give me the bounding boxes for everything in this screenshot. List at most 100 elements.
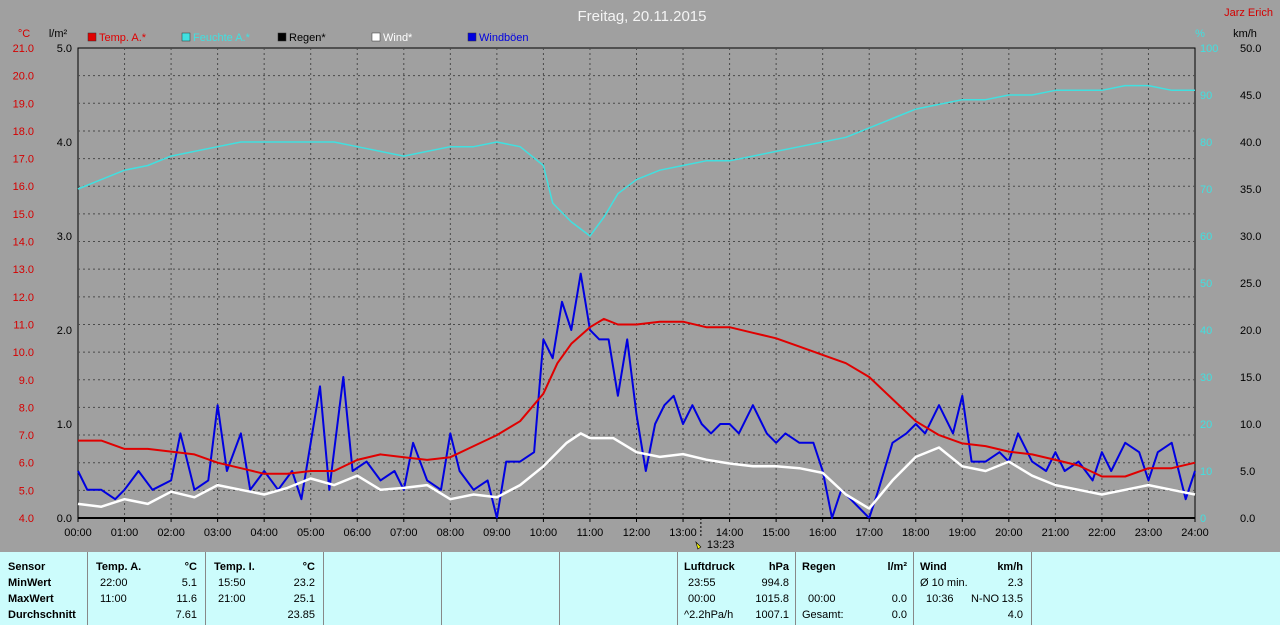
- x-tick-label: 23:00: [1135, 527, 1163, 539]
- x-tick-label: 16:00: [809, 527, 837, 539]
- plot-area: [77, 47, 1196, 519]
- legend-swatch: [371, 32, 381, 42]
- wind-unit: km/h: [997, 561, 1023, 573]
- humidity-tick-label: 10: [1200, 466, 1212, 478]
- legend: Temp. A.* Feuchte A.* Regen* Wind* Windböen: [87, 32, 529, 44]
- empty-column-2: [442, 552, 560, 625]
- legend-swatch: [277, 32, 287, 42]
- luftdruck-min-value: 994.8: [761, 577, 789, 589]
- humidity-tick-label: 80: [1200, 137, 1212, 149]
- wind-avg10-value: 2.3: [1007, 577, 1023, 589]
- luftdruck-unit: hPa: [768, 561, 789, 573]
- luftdruck-min-time: 23:55: [688, 577, 716, 589]
- wind-avg-value: 4.0: [1007, 609, 1023, 621]
- temp-tick-label: 17.0: [13, 154, 34, 166]
- humidity-tick-label: 60: [1200, 231, 1212, 243]
- legend-label: Wind*: [383, 32, 413, 44]
- x-tick-label: 24:00: [1181, 527, 1209, 539]
- temp-tick-label: 10.0: [13, 347, 34, 359]
- wind-tick-label: 15.0: [1240, 372, 1261, 384]
- x-tick-label: 14:00: [716, 527, 744, 539]
- x-tick-label: 20:00: [995, 527, 1023, 539]
- series-temp-a: [78, 317, 1196, 478]
- regen-column: Regen l/m² 00:00 0.0 Gesamt: 0.0: [796, 552, 914, 625]
- wind-tick-label: 10.0: [1240, 419, 1261, 431]
- regen-header: Regen: [802, 561, 836, 573]
- humidity-tick-label: 100: [1200, 43, 1218, 55]
- temp-a-min-value: 5.1: [181, 577, 197, 589]
- x-tick-label: 12:00: [623, 527, 651, 539]
- weather-chart: Freitag, 20.11.2015 Jarz Erich °C l/m² %…: [13, 7, 1273, 551]
- author-label: Jarz Erich: [1224, 7, 1273, 19]
- temp-tick-label: 15.0: [13, 209, 34, 221]
- luftdruck-header: Luftdruck: [684, 561, 735, 573]
- humidity-tick-label: 90: [1200, 90, 1212, 102]
- lightning-icon: [695, 540, 702, 550]
- temp-i-header: Temp. I.: [214, 561, 255, 573]
- humidity-tick-label: 30: [1200, 372, 1212, 384]
- temp-i-min-value: 23.2: [293, 577, 315, 589]
- kmh-unit-label: km/h: [1233, 28, 1257, 40]
- wind-max-value: 13.5: [1001, 593, 1023, 605]
- x-tick-label: 09:00: [483, 527, 511, 539]
- x-tick-label: 19:00: [949, 527, 977, 539]
- temp-tick-label: 19.0: [13, 98, 34, 110]
- temp-tick-label: 8.0: [19, 402, 34, 414]
- legend-label: Windböen: [479, 32, 529, 44]
- regen-max-value: 0.0: [891, 593, 907, 605]
- wind-tick-label: 50.0: [1240, 43, 1261, 55]
- rain-unit-label: l/m²: [49, 28, 68, 40]
- temp-a-unit: °C: [184, 561, 197, 573]
- temp-i-max-value: 25.1: [293, 593, 315, 605]
- legend-swatch: [467, 32, 477, 42]
- row-label-min: MinWert: [8, 577, 52, 589]
- x-tick-label: 02:00: [157, 527, 185, 539]
- x-tick-label: 17:00: [855, 527, 883, 539]
- x-tick-label: 01:00: [111, 527, 139, 539]
- wind-tick-label: 30.0: [1240, 231, 1261, 243]
- humidity-unit-label: %: [1195, 28, 1205, 40]
- empty-column-3: [560, 552, 678, 625]
- temp-tick-label: 6.0: [19, 458, 34, 470]
- temp-tick-label: 20.0: [13, 71, 34, 83]
- x-tick-label: 03:00: [204, 527, 232, 539]
- temp-i-unit: °C: [302, 561, 315, 573]
- humidity-tick-label: 0: [1200, 513, 1206, 525]
- regen-total-value: 0.0: [891, 609, 907, 621]
- series-windb-en: [77, 272, 1196, 519]
- x-tick-label: 00:00: [64, 527, 92, 539]
- x-tick-label: 22:00: [1088, 527, 1116, 539]
- rain-tick-label: 4.0: [57, 137, 72, 149]
- legend-swatch: [87, 32, 97, 42]
- x-tick-label: 11:00: [577, 527, 604, 539]
- temp-tick-label: 14.0: [13, 237, 34, 249]
- regen-max-time: 00:00: [808, 593, 836, 605]
- x-tick-label: 15:00: [762, 527, 790, 539]
- celsius-unit-label: °C: [18, 28, 30, 40]
- x-tick-label: 04:00: [250, 527, 278, 539]
- wind-avg10-label: Ø 10 min.: [920, 577, 968, 589]
- humidity-tick-label: 20: [1200, 419, 1212, 431]
- x-tick-label: 13:00: [669, 527, 697, 539]
- wind-tick-label: 0.0: [1240, 513, 1255, 525]
- luftdruck-column: Luftdruck hPa 23:55 994.8 00:00 1015.8 ^…: [678, 552, 796, 625]
- wind-max-time: 10:36: [926, 593, 954, 605]
- wind-tick-label: 25.0: [1240, 278, 1261, 290]
- wind-column: Wind km/h Ø 10 min. 2.3 10:36 N-NO 13.5 …: [914, 552, 1032, 625]
- legend-label: Temp. A.*: [99, 32, 147, 44]
- wind-tick-label: 20.0: [1240, 325, 1261, 337]
- temp-a-max-value: 11.6: [176, 593, 197, 605]
- temp-tick-label: 16.0: [13, 181, 34, 193]
- wind-header: Wind: [920, 561, 947, 573]
- marker-label: 13:23: [707, 539, 735, 551]
- temp-i-max-time: 21:00: [218, 593, 246, 605]
- wind-tick-label: 40.0: [1240, 137, 1261, 149]
- temp-tick-label: 21.0: [13, 43, 34, 55]
- wind-tick-label: 45.0: [1240, 90, 1261, 102]
- legend-label: Feuchte A.*: [193, 32, 251, 44]
- regen-unit: l/m²: [887, 561, 907, 573]
- x-tick-label: 07:00: [390, 527, 418, 539]
- series-feuchte-a: [77, 84, 1195, 237]
- temp-i-column: Temp. I. °C 15:50 23.2 21:00 25.1 23.85: [206, 552, 324, 625]
- x-tick-label: 21:00: [1042, 527, 1070, 539]
